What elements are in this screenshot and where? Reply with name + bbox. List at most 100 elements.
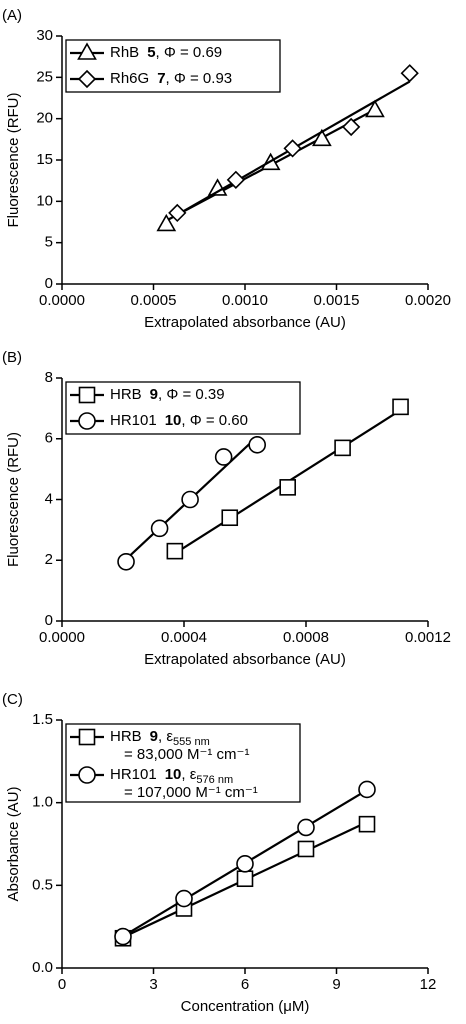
x-tick-label: 12 — [420, 976, 437, 993]
legend-box — [65, 381, 301, 435]
x-axis-title: Extrapolated absorbance (AU) — [144, 314, 346, 331]
marker-diamond — [283, 139, 302, 158]
marker-triangle — [77, 42, 97, 60]
marker-square — [334, 439, 351, 457]
legend-box — [65, 723, 301, 803]
y-tick-label: 10 — [36, 192, 53, 209]
legend-name: HRB — [110, 728, 142, 745]
marker-square — [297, 840, 315, 858]
y-tick-label: 30 — [36, 27, 53, 44]
legend-note: , ε — [158, 728, 173, 745]
marker-diamond — [400, 64, 419, 83]
marker-circle — [248, 436, 267, 454]
legend-note: , Φ = 0.60 — [181, 412, 248, 429]
x-axis-title: Extrapolated absorbance (AU) — [144, 651, 346, 668]
legend-note: , Φ = 0.39 — [158, 386, 225, 403]
legend-compound: 5 — [147, 44, 155, 61]
legend-entry: HR101 10, ε576 nm — [110, 766, 233, 786]
marker-triangle — [156, 213, 177, 232]
y-tick-label: 0 — [45, 275, 53, 292]
y-axis-title: Fluorescence (RFU) — [5, 92, 22, 227]
x-tick-label: 0 — [58, 976, 66, 993]
marker-circle — [114, 927, 132, 946]
legend-subscript: 555 nm — [173, 736, 210, 748]
y-tick-label: 8 — [45, 369, 53, 386]
legend-name: HRB — [110, 386, 142, 403]
marker-square — [78, 386, 96, 404]
y-tick-label: 6 — [45, 430, 53, 447]
legend-note-line2: = 83,000 M⁻¹ cm⁻¹ — [124, 746, 249, 763]
y-tick-label: 0 — [45, 612, 53, 629]
legend-note: , Φ = 0.93 — [166, 70, 233, 87]
marker-circle — [117, 552, 135, 571]
legend-note: , Φ = 0.69 — [156, 44, 223, 61]
legend-entry: HR101 10, Φ = 0.60 — [110, 412, 248, 429]
x-tick-label: 0.0010 — [222, 292, 268, 309]
legend-note: , ε — [181, 766, 196, 783]
marker-triangle — [311, 128, 332, 147]
legend-entry: RhB 5, Φ = 0.69 — [110, 44, 222, 61]
marker-circle — [358, 780, 376, 799]
y-axis-title: Absorbance (AU) — [5, 786, 22, 901]
y-tick-label: 0.5 — [32, 876, 53, 893]
y-tick-label: 0.0 — [32, 959, 53, 976]
legend-entry: HRB 9, Φ = 0.39 — [110, 386, 225, 403]
marker-circle — [236, 855, 254, 873]
x-tick-label: 0.0004 — [161, 629, 207, 646]
legend-subscript: 576 nm — [196, 774, 233, 786]
x-tick-label: 0.0008 — [283, 629, 329, 646]
x-tick-label: 0.0015 — [314, 292, 360, 309]
marker-circle — [175, 889, 193, 908]
legend-name: HR101 — [110, 412, 157, 429]
legend-entry: Rh6G 7, Φ = 0.93 — [110, 70, 232, 87]
y-tick-label: 2 — [45, 551, 53, 568]
marker-square — [236, 870, 254, 888]
y-tick-label: 25 — [36, 68, 53, 85]
y-tick-label: 1.5 — [32, 711, 53, 728]
marker-circle — [150, 519, 169, 538]
marker-diamond — [226, 170, 245, 189]
marker-circle — [181, 490, 199, 509]
panel-label: (C) — [2, 691, 23, 708]
legend-compound: 7 — [157, 70, 165, 87]
legend-entry: HRB 9, ε555 nm — [110, 728, 210, 748]
legend-name: Rh6G — [110, 70, 149, 87]
legend-name: HR101 — [110, 766, 157, 783]
y-axis-title: Fluorescence (RFU) — [5, 432, 22, 567]
legend-name: RhB — [110, 44, 139, 61]
legend-compound: 9 — [150, 728, 158, 745]
marker-circle — [78, 412, 96, 430]
x-tick-label: 0.0000 — [39, 629, 85, 646]
marker-square — [358, 815, 376, 833]
x-axis-title: Concentration (μM) — [181, 998, 310, 1015]
legend-note-line2: = 107,000 M⁻¹ cm⁻¹ — [124, 784, 258, 801]
x-tick-label: 0.0020 — [405, 292, 451, 309]
y-tick-label: 4 — [45, 490, 53, 507]
y-tick-label: 5 — [45, 234, 53, 251]
marker-square — [166, 542, 184, 560]
x-tick-label: 6 — [241, 976, 249, 993]
x-tick-label: 9 — [332, 976, 340, 993]
x-tick-label: 0.0005 — [131, 292, 177, 309]
x-tick-label: 0.0012 — [405, 629, 451, 646]
y-tick-label: 15 — [36, 151, 53, 168]
marker-square — [392, 398, 409, 416]
panel-label: (A) — [2, 7, 22, 24]
x-tick-label: 3 — [149, 976, 157, 993]
legend-compound: 10 — [165, 766, 182, 783]
marker-circle — [214, 448, 233, 466]
marker-square — [279, 479, 297, 496]
x-tick-label: 0.0000 — [39, 292, 85, 309]
y-tick-label: 20 — [36, 110, 53, 127]
legend-box — [65, 39, 281, 93]
marker-diamond — [342, 117, 361, 137]
marker-circle — [297, 818, 315, 837]
marker-diamond — [77, 69, 97, 89]
marker-circle — [78, 766, 96, 784]
marker-square — [221, 509, 239, 527]
panel-label: (B) — [2, 349, 22, 366]
legend-compound: 9 — [150, 386, 158, 403]
marker-triangle — [207, 178, 228, 196]
legend-compound: 10 — [165, 412, 182, 429]
